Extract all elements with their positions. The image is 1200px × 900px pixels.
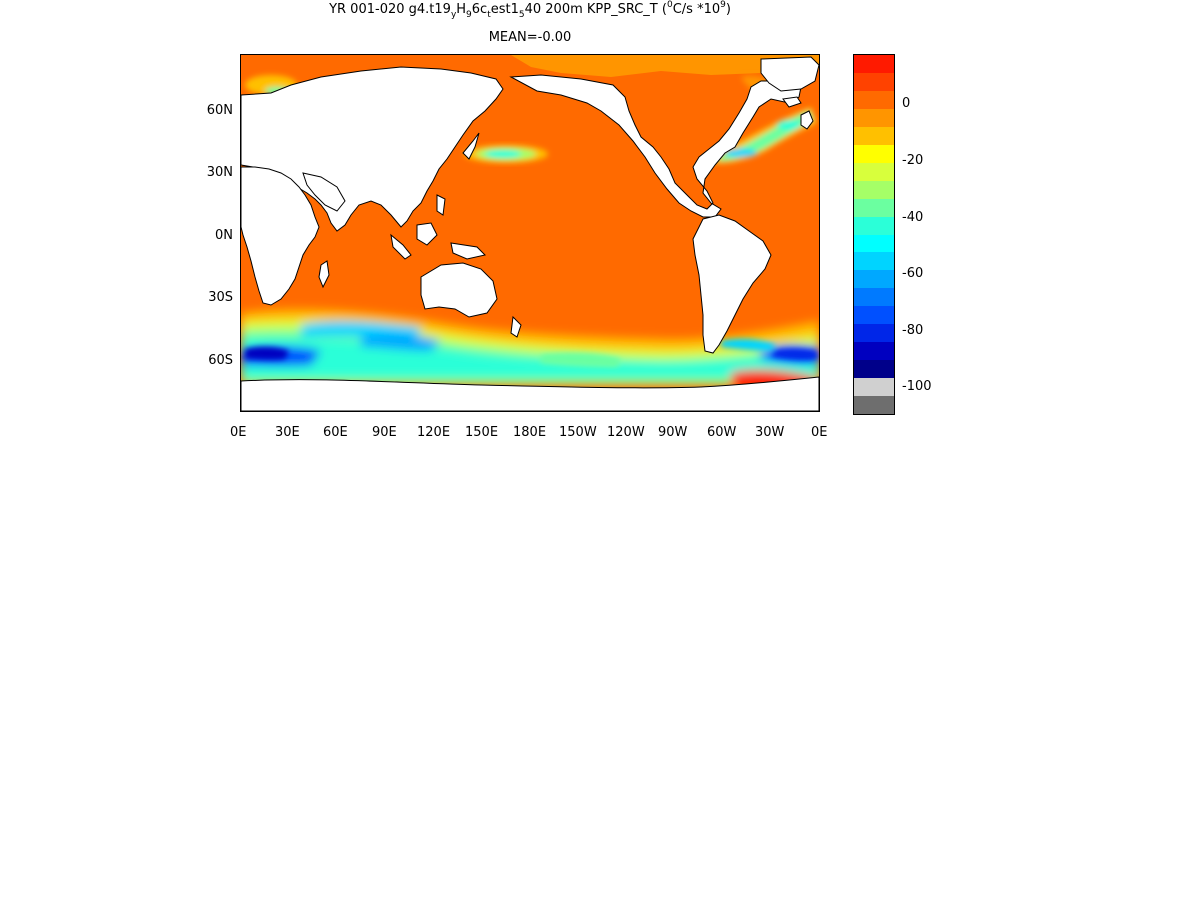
colorbar-segment	[854, 342, 894, 361]
lon-tick-label: 150W	[559, 425, 597, 440]
lon-tick-label: 90E	[372, 425, 397, 440]
lon-tick-label: 120E	[417, 425, 451, 440]
lon-tick-label: 30E	[275, 425, 300, 440]
colorbar-segment	[854, 180, 894, 199]
colorbar-segment	[854, 324, 894, 343]
lon-tick-label: 60E	[323, 425, 348, 440]
colorbar	[853, 54, 895, 415]
colorbar-label: -20	[902, 153, 924, 168]
land-africa	[241, 166, 320, 306]
land-australia	[420, 262, 498, 318]
colorbar-segment	[854, 252, 894, 271]
lon-tick-label: 0E	[230, 425, 247, 440]
colorbar-segment	[854, 90, 894, 109]
land-eurasia	[241, 66, 504, 232]
land-borneo	[416, 222, 438, 246]
land-madagascar	[318, 260, 330, 289]
lon-tick-label: 180E	[513, 425, 547, 440]
colorbar-segment	[854, 108, 894, 127]
colorbar-label: -80	[902, 323, 924, 338]
lon-tick-label: 150E	[465, 425, 499, 440]
land-new-guinea	[450, 242, 486, 260]
land-japan	[462, 132, 480, 160]
map-subtitle: MEAN=-0.00	[488, 30, 572, 45]
colorbar-segment	[854, 270, 894, 289]
lon-tick-label: 60W	[707, 425, 737, 440]
land-new-zealand	[510, 315, 522, 338]
land-philippines	[436, 194, 446, 216]
colorbar-segment	[854, 144, 894, 163]
colorbar-segment	[854, 288, 894, 307]
colorbar-label: -60	[902, 266, 924, 281]
lon-tick-label: 90W	[658, 425, 688, 440]
colorbar-segment	[854, 162, 894, 181]
land-sumatra	[390, 233, 412, 260]
map-canvas	[241, 55, 819, 411]
lat-tick-label: 0N	[215, 228, 233, 243]
colorbar-segment	[854, 72, 894, 91]
colorbar-segment	[854, 378, 894, 397]
lat-tick-label: 60N	[206, 103, 233, 118]
land-britain	[800, 110, 814, 130]
land-antarctica	[241, 376, 819, 411]
lat-tick-label: 30S	[208, 290, 233, 305]
land-arabia	[302, 172, 346, 212]
southern-ocean-core	[245, 338, 817, 367]
colorbar-label: 0	[902, 96, 911, 111]
colorbar-segment	[854, 306, 894, 325]
land-iceland	[782, 96, 802, 108]
lon-tick-label: 0E	[811, 425, 828, 440]
land-masses	[241, 56, 819, 411]
colorbar-label: -40	[902, 210, 924, 225]
lat-tick-label: 30N	[206, 165, 233, 180]
colorbar-segment	[854, 55, 894, 73]
colorbar-segment	[854, 216, 894, 235]
map-title: YR 001-020 g4.t19yH96ctest1540 200m KPP_…	[329, 0, 731, 20]
lat-tick-label: 60S	[208, 353, 233, 368]
colorbar-segment	[854, 234, 894, 253]
lon-tick-label: 120W	[607, 425, 645, 440]
lon-tick-label: 30W	[755, 425, 785, 440]
colorbar-segment	[854, 126, 894, 145]
arctic-ocean-light	[511, 55, 819, 77]
colorbar-label: -100	[902, 379, 932, 394]
colorbar-segment	[854, 198, 894, 217]
land-greenland	[760, 56, 819, 92]
colorbar-segment	[854, 396, 894, 415]
land-south-america	[692, 214, 772, 354]
kuroshio-feature	[464, 145, 548, 163]
colorbar-segment	[854, 360, 894, 379]
map-plot-area	[240, 54, 820, 412]
